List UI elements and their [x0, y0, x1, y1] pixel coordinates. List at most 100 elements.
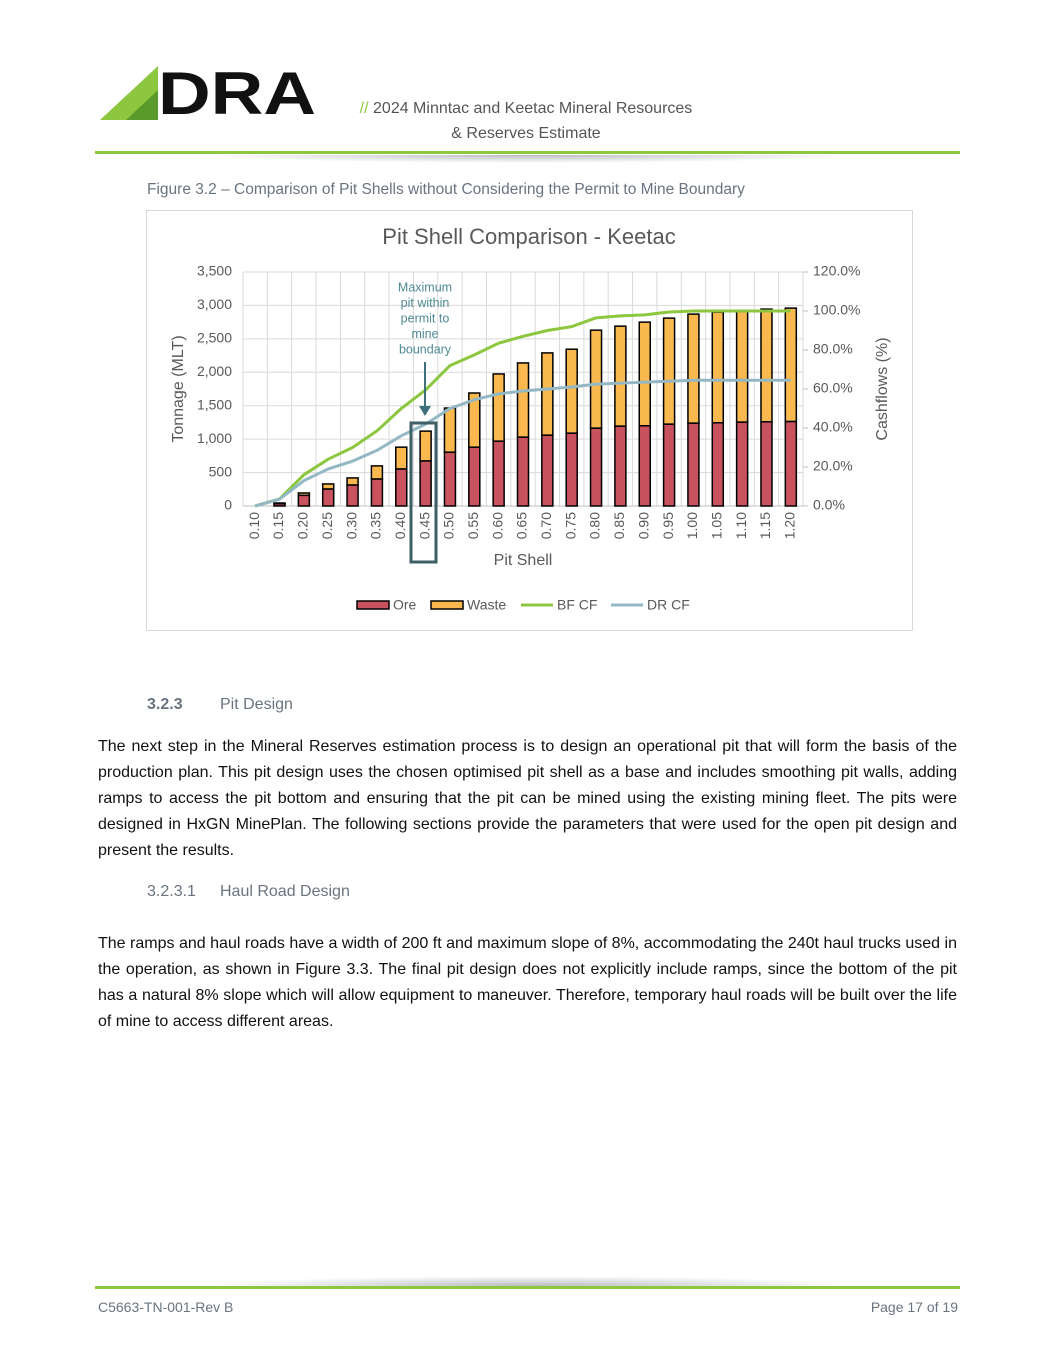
bar: [370, 478, 384, 507]
legend-label: Waste: [467, 597, 506, 613]
x-tick-label: 1.00: [684, 512, 700, 539]
highlight-box: [409, 421, 438, 564]
x-tick-label: 1.05: [708, 512, 724, 539]
bar: [516, 436, 530, 507]
x-tick-label: 0.20: [295, 512, 311, 539]
y2-tick-label: 100.0%: [813, 302, 860, 318]
bar: [687, 313, 700, 424]
bar: [638, 425, 651, 507]
bar: [565, 348, 578, 434]
y-axis-title: Tonnage (MLT): [170, 335, 187, 442]
annotation: mine: [411, 327, 438, 341]
x-tick-label: 0.30: [343, 512, 359, 539]
x-tick-label: 1.10: [733, 512, 749, 539]
x-tick-label: 0.65: [514, 512, 530, 539]
annotation: pit within: [401, 296, 450, 310]
bar: [468, 446, 481, 507]
header-shadow: [200, 155, 860, 163]
bar: [468, 392, 481, 448]
bar: [735, 421, 749, 507]
header-line1: 2024 Minntac and Keetac Mineral Resource…: [373, 100, 693, 117]
section-title: Pit Design: [220, 696, 293, 713]
y-tick-label: 3,000: [197, 296, 232, 312]
legend-swatch: [430, 600, 464, 610]
annotation: boundary: [399, 342, 452, 356]
legend-swatch: [356, 600, 390, 610]
y-tick-label: 0: [224, 497, 232, 513]
x-tick-label: 0.80: [587, 512, 603, 539]
x-tick-label: 0.50: [441, 512, 457, 539]
line-series: [254, 309, 791, 508]
y2-tick-label: 80.0%: [813, 341, 853, 357]
bar: [784, 307, 798, 423]
footer-doc-id: C5663-TN-001-Rev B: [98, 1299, 234, 1315]
y2-tick-label: 40.0%: [813, 419, 853, 435]
bar: [346, 477, 359, 486]
x-tick-label: 0.90: [635, 512, 651, 539]
section-number: 3.2.3: [147, 696, 183, 713]
chart: Pit Shell Comparison - Keetac Tonnage (M…: [146, 210, 913, 631]
x-axis-title: Pit Shell: [494, 552, 553, 569]
y2-axis-title: Cashflows (%): [874, 337, 891, 440]
footer-shadow: [200, 1276, 860, 1286]
y2-tick-label: 120.0%: [813, 263, 860, 279]
bar: [297, 494, 311, 507]
header-title: // 2024 Minntac and Keetac Mineral Resou…: [333, 96, 719, 146]
y-tick-label: 1,000: [197, 430, 232, 446]
bar: [687, 422, 700, 507]
bar: [760, 421, 773, 507]
legend-label: BF CF: [557, 597, 597, 613]
bar: [443, 451, 457, 507]
subsection-number: 3.2.3.1: [147, 883, 196, 900]
bar: [760, 308, 773, 423]
subsection-heading: 3.2.3.1 Haul Road Design: [147, 883, 350, 901]
bar: [662, 317, 676, 425]
y-tick-label: 1,500: [197, 396, 232, 412]
bar: [297, 492, 311, 497]
x-tick-label: 0.70: [538, 512, 554, 539]
bar: [346, 484, 359, 507]
bar: [784, 420, 798, 507]
y2-tick-label: 60.0%: [813, 380, 853, 396]
x-tick-label: 0.85: [611, 512, 627, 539]
bar: [492, 440, 505, 507]
x-tick-label: 0.60: [489, 512, 505, 539]
bar: [735, 310, 749, 423]
x-tick-label: 0.55: [465, 512, 481, 539]
bar: [614, 325, 627, 427]
bar: [395, 446, 408, 470]
annotation: permit to: [401, 311, 450, 325]
footer-page: Page 17 of 19: [870, 1299, 958, 1315]
bar: [321, 483, 335, 490]
legend-label: Ore: [393, 597, 417, 613]
x-tick-label: 0.75: [562, 512, 578, 539]
bar: [662, 423, 676, 507]
line-series: [254, 378, 791, 508]
subsection-title: Haul Road Design: [220, 883, 350, 900]
bar: [492, 373, 505, 442]
x-tick-label: 0.35: [368, 512, 384, 539]
bar: [565, 432, 578, 507]
header-rule: [95, 151, 960, 154]
paragraph: The ramps and haul roads have a width of…: [98, 935, 957, 1030]
bar: [638, 321, 651, 427]
footer-rule: [95, 1286, 960, 1289]
bar: [614, 425, 627, 507]
bar: [273, 502, 286, 505]
y2-tick-label: 0.0%: [813, 497, 845, 513]
x-tick-label: 0.45: [416, 512, 432, 539]
x-tick-label: 0.95: [660, 512, 676, 539]
legend-label: DR CF: [647, 597, 690, 613]
bar: [370, 465, 384, 480]
bar: [395, 468, 408, 507]
bar: [541, 352, 554, 436]
x-tick-label: 0.10: [246, 512, 262, 539]
section-heading: 3.2.3 Pit Design: [147, 696, 293, 714]
y-tick-label: 3,500: [197, 263, 232, 279]
y-tick-label: 2,000: [197, 363, 232, 379]
x-tick-label: 0.40: [392, 512, 408, 539]
header-line2: & Reserves Estimate: [451, 125, 601, 142]
logo-text: DRA: [158, 62, 316, 127]
header-prefix: //: [359, 100, 369, 117]
bar: [589, 329, 603, 429]
